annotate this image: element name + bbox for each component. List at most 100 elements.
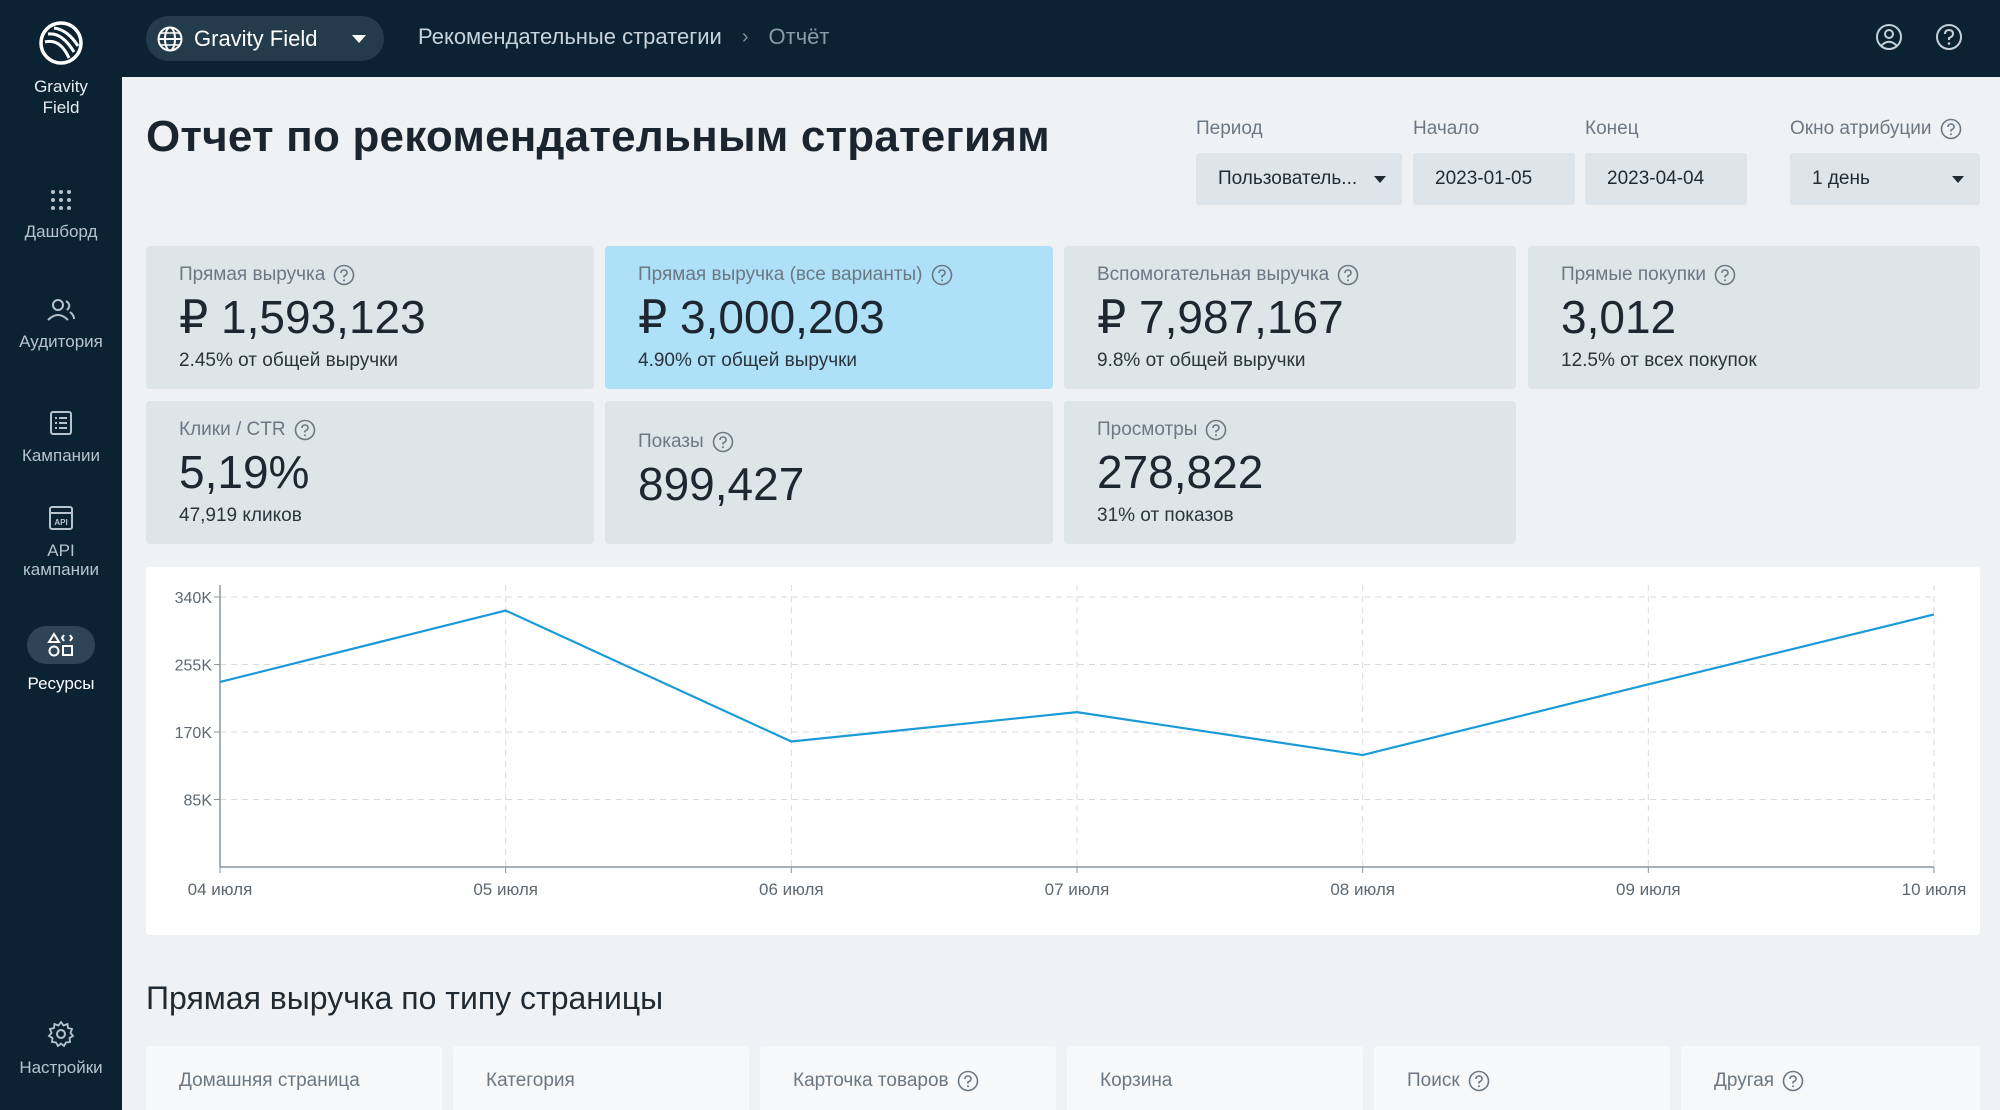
section-title: Прямая выручка по типу страницы	[146, 980, 664, 1016]
page-type-card-home[interactable]: Домашняя страница	[146, 1046, 442, 1110]
page-type-card-search[interactable]: Поиск	[1374, 1046, 1670, 1110]
list-icon	[50, 411, 72, 435]
sidebar-item-audience[interactable]: Аудитория	[0, 298, 122, 352]
help-icon[interactable]	[957, 1070, 979, 1092]
metric-label: Прямая выручка (все варианты)	[638, 264, 953, 286]
help-icon[interactable]	[1205, 419, 1227, 441]
metric-label: Показы	[638, 431, 734, 453]
help-icon[interactable]	[1940, 118, 1962, 140]
chevron-down-icon	[1952, 176, 1964, 183]
sidebar: Gravity Field Дашборд Аудитория Кампании…	[0, 0, 122, 1110]
sidebar-item-label: Настройки	[19, 1058, 103, 1077]
chevron-down-icon	[352, 35, 366, 43]
metric-label-text: Прямая выручка (все варианты)	[638, 264, 923, 285]
metric-card[interactable]: Показы 899,427	[605, 401, 1053, 544]
metric-label: Просмотры	[1097, 419, 1227, 441]
app-logo[interactable]: Gravity Field	[0, 20, 122, 118]
help-icon[interactable]	[1934, 22, 1964, 52]
metric-value: ₽ 1,593,123	[179, 291, 426, 343]
x-tick-label: 08 июля	[1330, 880, 1395, 899]
attribution-value: 1 день	[1812, 168, 1870, 189]
y-tick-label: 170K	[175, 725, 213, 742]
page-type-card-product[interactable]: Карточка товаров	[760, 1046, 1056, 1110]
page-type-card-other[interactable]: Другая	[1681, 1046, 1980, 1110]
page-type-label: Карточка товаров	[793, 1070, 979, 1092]
series-line	[219, 609, 1935, 757]
project-selector[interactable]: Gravity Field	[146, 16, 384, 61]
period-label: Период	[1196, 118, 1263, 139]
help-icon[interactable]	[294, 419, 316, 441]
sidebar-item-api-campaigns[interactable]: API API кампании	[0, 505, 122, 579]
metric-card[interactable]: Прямая выручка ₽ 1,593,123 2.45% от обще…	[146, 246, 594, 389]
sidebar-item-label: Аудитория	[19, 332, 103, 351]
help-icon[interactable]	[712, 431, 734, 453]
breadcrumb-item[interactable]: Рекомендательные стратегии	[418, 24, 722, 49]
page-type-card-cart[interactable]: Корзина	[1067, 1046, 1363, 1110]
metric-label: Вспомогательная выручка	[1097, 264, 1359, 286]
page-type-label-text: Категория	[486, 1070, 575, 1091]
sidebar-item-settings[interactable]: Настройки	[0, 1020, 122, 1078]
metric-label-text: Прямые покупки	[1561, 264, 1706, 285]
metric-subtext: 12.5% от всех покупок	[1561, 350, 1757, 371]
sidebar-item-label: Кампании	[21, 446, 101, 465]
page-type-label-text: Поиск	[1407, 1070, 1460, 1091]
x-tick-label: 05 июля	[473, 880, 538, 899]
metric-label-text: Показы	[638, 431, 704, 452]
attribution-label: Окно атрибуции	[1790, 118, 1962, 140]
metric-card[interactable]: Клики / CTR 5,19% 47,919 кликов	[146, 401, 594, 544]
metric-subtext: 9.8% от общей выручки	[1097, 350, 1306, 371]
help-icon[interactable]	[1782, 1070, 1804, 1092]
attribution-label-text: Окно атрибуции	[1790, 118, 1932, 139]
revenue-chart-panel: 85K 170K 255K 340K 04 июля 05 июля 06 июля 07 и…	[146, 567, 1980, 935]
breadcrumb: Рекомендательные стратегии › Отчёт	[418, 24, 829, 50]
end-date-value: 2023-04-04	[1607, 168, 1705, 189]
sidebar-item-resources[interactable]: Ресурсы	[0, 626, 122, 694]
sidebar-item-dashboard[interactable]: Дашборд	[0, 188, 122, 242]
end-date-input[interactable]: 2023-04-04	[1585, 153, 1747, 205]
metric-card[interactable]: Просмотры 278,822 31% от показов	[1064, 401, 1516, 544]
metric-card[interactable]: Прямые покупки 3,012 12.5% от всех покуп…	[1528, 246, 1980, 389]
page-type-label: Домашняя страница	[179, 1070, 360, 1092]
page-type-label-text: Другая	[1714, 1070, 1775, 1091]
metric-label: Клики / CTR	[179, 419, 316, 441]
end-date-label: Конец	[1585, 118, 1639, 139]
page-type-label-text: Корзина	[1100, 1070, 1173, 1091]
start-date-input[interactable]: 2023-01-05	[1413, 153, 1575, 205]
metric-label-text: Вспомогательная выручка	[1097, 264, 1330, 285]
attribution-select[interactable]: 1 день	[1790, 153, 1980, 205]
page-type-card-category[interactable]: Категория	[453, 1046, 749, 1110]
sidebar-item-label: Дашборд	[24, 222, 98, 241]
sidebar-item-campaigns[interactable]: Кампании	[0, 410, 122, 466]
metric-label: Прямые покупки	[1561, 264, 1736, 286]
metric-label-text: Прямая выручка	[179, 264, 326, 285]
metric-subtext: 31% от показов	[1097, 505, 1234, 526]
sidebar-item-label: Ресурсы	[27, 674, 95, 693]
help-icon[interactable]	[931, 264, 953, 286]
help-icon[interactable]	[1337, 264, 1359, 286]
page-type-label: Корзина	[1100, 1070, 1172, 1092]
x-tick-label: 09 июля	[1616, 880, 1681, 899]
period-select[interactable]: Пользователь...	[1196, 153, 1402, 205]
y-tick-label: 85K	[184, 793, 213, 810]
sidebar-item-label: API кампании	[23, 541, 99, 579]
project-name: Gravity Field	[194, 25, 318, 51]
help-icon[interactable]	[333, 264, 355, 286]
y-tick-label: 340K	[175, 590, 213, 607]
help-icon[interactable]	[1468, 1070, 1490, 1092]
metric-value: 3,012	[1561, 291, 1677, 343]
help-icon[interactable]	[1714, 264, 1736, 286]
metric-subtext: 47,919 кликов	[179, 505, 302, 526]
metric-card[interactable]: Вспомогательная выручка ₽ 7,987,167 9.8%…	[1064, 246, 1516, 389]
logo-text: Gravity Field	[34, 77, 88, 117]
metric-card-highlighted[interactable]: Прямая выручка (все варианты) ₽ 3,000,20…	[605, 246, 1053, 389]
metric-label-text: Просмотры	[1097, 419, 1198, 440]
user-account-icon[interactable]	[1874, 22, 1904, 52]
x-tick-label: 06 июля	[759, 880, 824, 899]
page-type-label: Категория	[486, 1070, 575, 1092]
active-pill	[27, 626, 95, 664]
start-date-label: Начало	[1413, 118, 1480, 139]
api-icon: API	[49, 506, 73, 530]
page-type-label: Поиск	[1407, 1070, 1490, 1092]
period-value: Пользователь...	[1218, 168, 1358, 189]
grid-dots-icon	[51, 190, 71, 210]
